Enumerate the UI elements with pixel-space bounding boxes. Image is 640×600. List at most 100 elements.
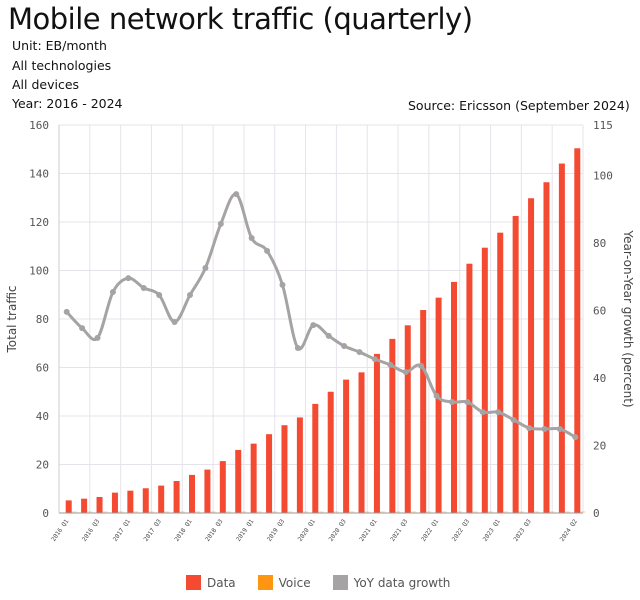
y2-tick-label: 40 (593, 372, 606, 385)
yoy-point (294, 345, 301, 352)
yoy-point (79, 325, 86, 332)
voice-bar (71, 511, 77, 513)
voice-bar (87, 511, 93, 513)
yoy-point (510, 416, 517, 423)
data-bar (435, 297, 442, 513)
legend-item-data[interactable]: Data (186, 575, 236, 590)
x-tick-label: 2022 Q1 (420, 518, 440, 543)
x-tick-label: 2020 Q1 (297, 518, 317, 543)
x-tick-label: 2023 Q1 (482, 518, 502, 543)
voice-bar (241, 511, 247, 513)
yoy-point (464, 398, 471, 405)
data-bar (189, 474, 195, 513)
data-bar (327, 391, 334, 513)
yoy-point (356, 349, 363, 356)
yoy-point (248, 235, 255, 242)
voice-bar (349, 511, 355, 513)
yoy-point (171, 319, 178, 326)
y-tick-label: 120 (29, 216, 49, 229)
data-bar (481, 247, 488, 513)
yoy-point (217, 220, 224, 227)
y-tick-label: 60 (36, 362, 49, 375)
x-tick-label: 2017 Q1 (112, 518, 132, 543)
voice-bar (379, 511, 385, 513)
voice-bar (225, 511, 231, 513)
legend-item-yoy[interactable]: YoY data growth (332, 575, 450, 590)
voice-bar (164, 511, 170, 513)
data-bar (343, 379, 350, 513)
voice-bar (318, 511, 324, 513)
data-bar (204, 469, 211, 513)
data-bar (373, 353, 380, 513)
voice-bar (256, 511, 262, 513)
voice-bar (179, 511, 185, 513)
voice-bar (302, 511, 308, 513)
data-bar (173, 480, 180, 513)
x-tick-label: 2021 Q1 (358, 518, 378, 543)
y2-tick-label: 60 (593, 305, 606, 318)
unit-label: Unit: EB/month (12, 38, 107, 53)
data-bar (451, 281, 457, 513)
x-tick-label: 2020 Q3 (328, 518, 348, 543)
data-bar (558, 163, 565, 513)
voice-bar (410, 511, 416, 513)
yoy-point (541, 425, 548, 432)
y-axis-label: Total traffic (5, 285, 19, 353)
data-bar (497, 232, 504, 514)
x-tick-label: 2016 Q1 (50, 518, 70, 543)
data-bar (81, 498, 88, 513)
y-tick-label: 160 (29, 119, 49, 132)
x-tick-label: 2022 Q3 (451, 518, 471, 543)
voice-bar (364, 511, 370, 513)
data-bar (420, 310, 427, 513)
voice-bar (457, 511, 462, 513)
data-bar (111, 492, 118, 513)
x-tick-label: 2018 Q3 (204, 518, 224, 543)
voice-bar (287, 511, 293, 513)
y-tick-label: 80 (36, 313, 49, 326)
yoy-point (140, 284, 147, 291)
yoy-point (479, 409, 486, 416)
x-tick-label: 2021 Q3 (389, 518, 409, 543)
legend-item-voice[interactable]: Voice (257, 575, 311, 590)
data-bar (358, 372, 365, 513)
years-label: Year: 2016 - 2024 (12, 96, 123, 111)
chart-title: Mobile network traffic (quarterly) (8, 2, 473, 36)
yoy-point (202, 265, 209, 272)
yoy-point (156, 292, 163, 299)
legend-label: Data (207, 575, 236, 590)
data-bar (574, 148, 581, 513)
data-bar (312, 403, 319, 513)
yoy-point (402, 368, 409, 375)
yoy-point (526, 424, 533, 431)
data-bar (543, 182, 550, 514)
source-label: Source: Ericsson (September 2024) (408, 98, 630, 113)
x-tick-label: 2024 Q2 (559, 518, 579, 543)
data-bar (158, 485, 165, 513)
yoy-point (433, 392, 440, 399)
voice-bar (441, 511, 447, 513)
data-bar (96, 496, 103, 513)
yoy-point (371, 356, 378, 363)
voice-bar (117, 511, 123, 513)
voice-bar (395, 511, 401, 513)
yoy-point (233, 191, 240, 198)
data-swatch (186, 575, 201, 590)
voice-bar (272, 511, 278, 513)
yoy-point (449, 398, 455, 405)
yoy-point (325, 332, 332, 339)
voice-bar (133, 511, 139, 513)
yoy-point (556, 425, 563, 432)
data-bar (266, 434, 273, 513)
yoy-point (187, 292, 193, 299)
x-tick-label: 2019 Q3 (266, 518, 286, 543)
legend: Data Voice YoY data growth (186, 575, 450, 590)
yoy-point (279, 281, 286, 288)
yoy-point (572, 434, 579, 441)
yoy-swatch (332, 575, 348, 590)
x-tick-label: 2023 Q3 (512, 518, 532, 543)
yoy-point (418, 362, 425, 369)
y-tick-label: 20 (36, 459, 49, 472)
data-bar (281, 425, 288, 513)
data-bar (219, 461, 226, 513)
